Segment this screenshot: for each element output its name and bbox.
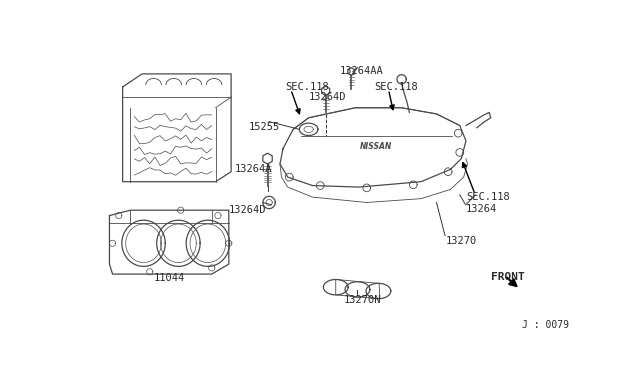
Text: 11044: 11044 bbox=[154, 273, 185, 283]
Text: 13270: 13270 bbox=[446, 235, 477, 246]
Text: 13264A: 13264A bbox=[235, 164, 273, 174]
Text: 13264D: 13264D bbox=[308, 92, 346, 102]
Text: SEC.118: SEC.118 bbox=[466, 192, 509, 202]
Text: 13264AA: 13264AA bbox=[340, 66, 383, 76]
Text: SEC.118: SEC.118 bbox=[374, 81, 419, 92]
Text: NISSAN: NISSAN bbox=[360, 142, 392, 151]
Text: 13264: 13264 bbox=[466, 204, 497, 214]
Text: FRONT: FRONT bbox=[491, 272, 525, 282]
Text: 13270N: 13270N bbox=[344, 295, 381, 305]
Text: J : 0079: J : 0079 bbox=[522, 320, 569, 330]
Text: 15255: 15255 bbox=[249, 122, 280, 132]
Text: 13264D: 13264D bbox=[229, 205, 266, 215]
Text: SEC.118: SEC.118 bbox=[285, 81, 329, 92]
